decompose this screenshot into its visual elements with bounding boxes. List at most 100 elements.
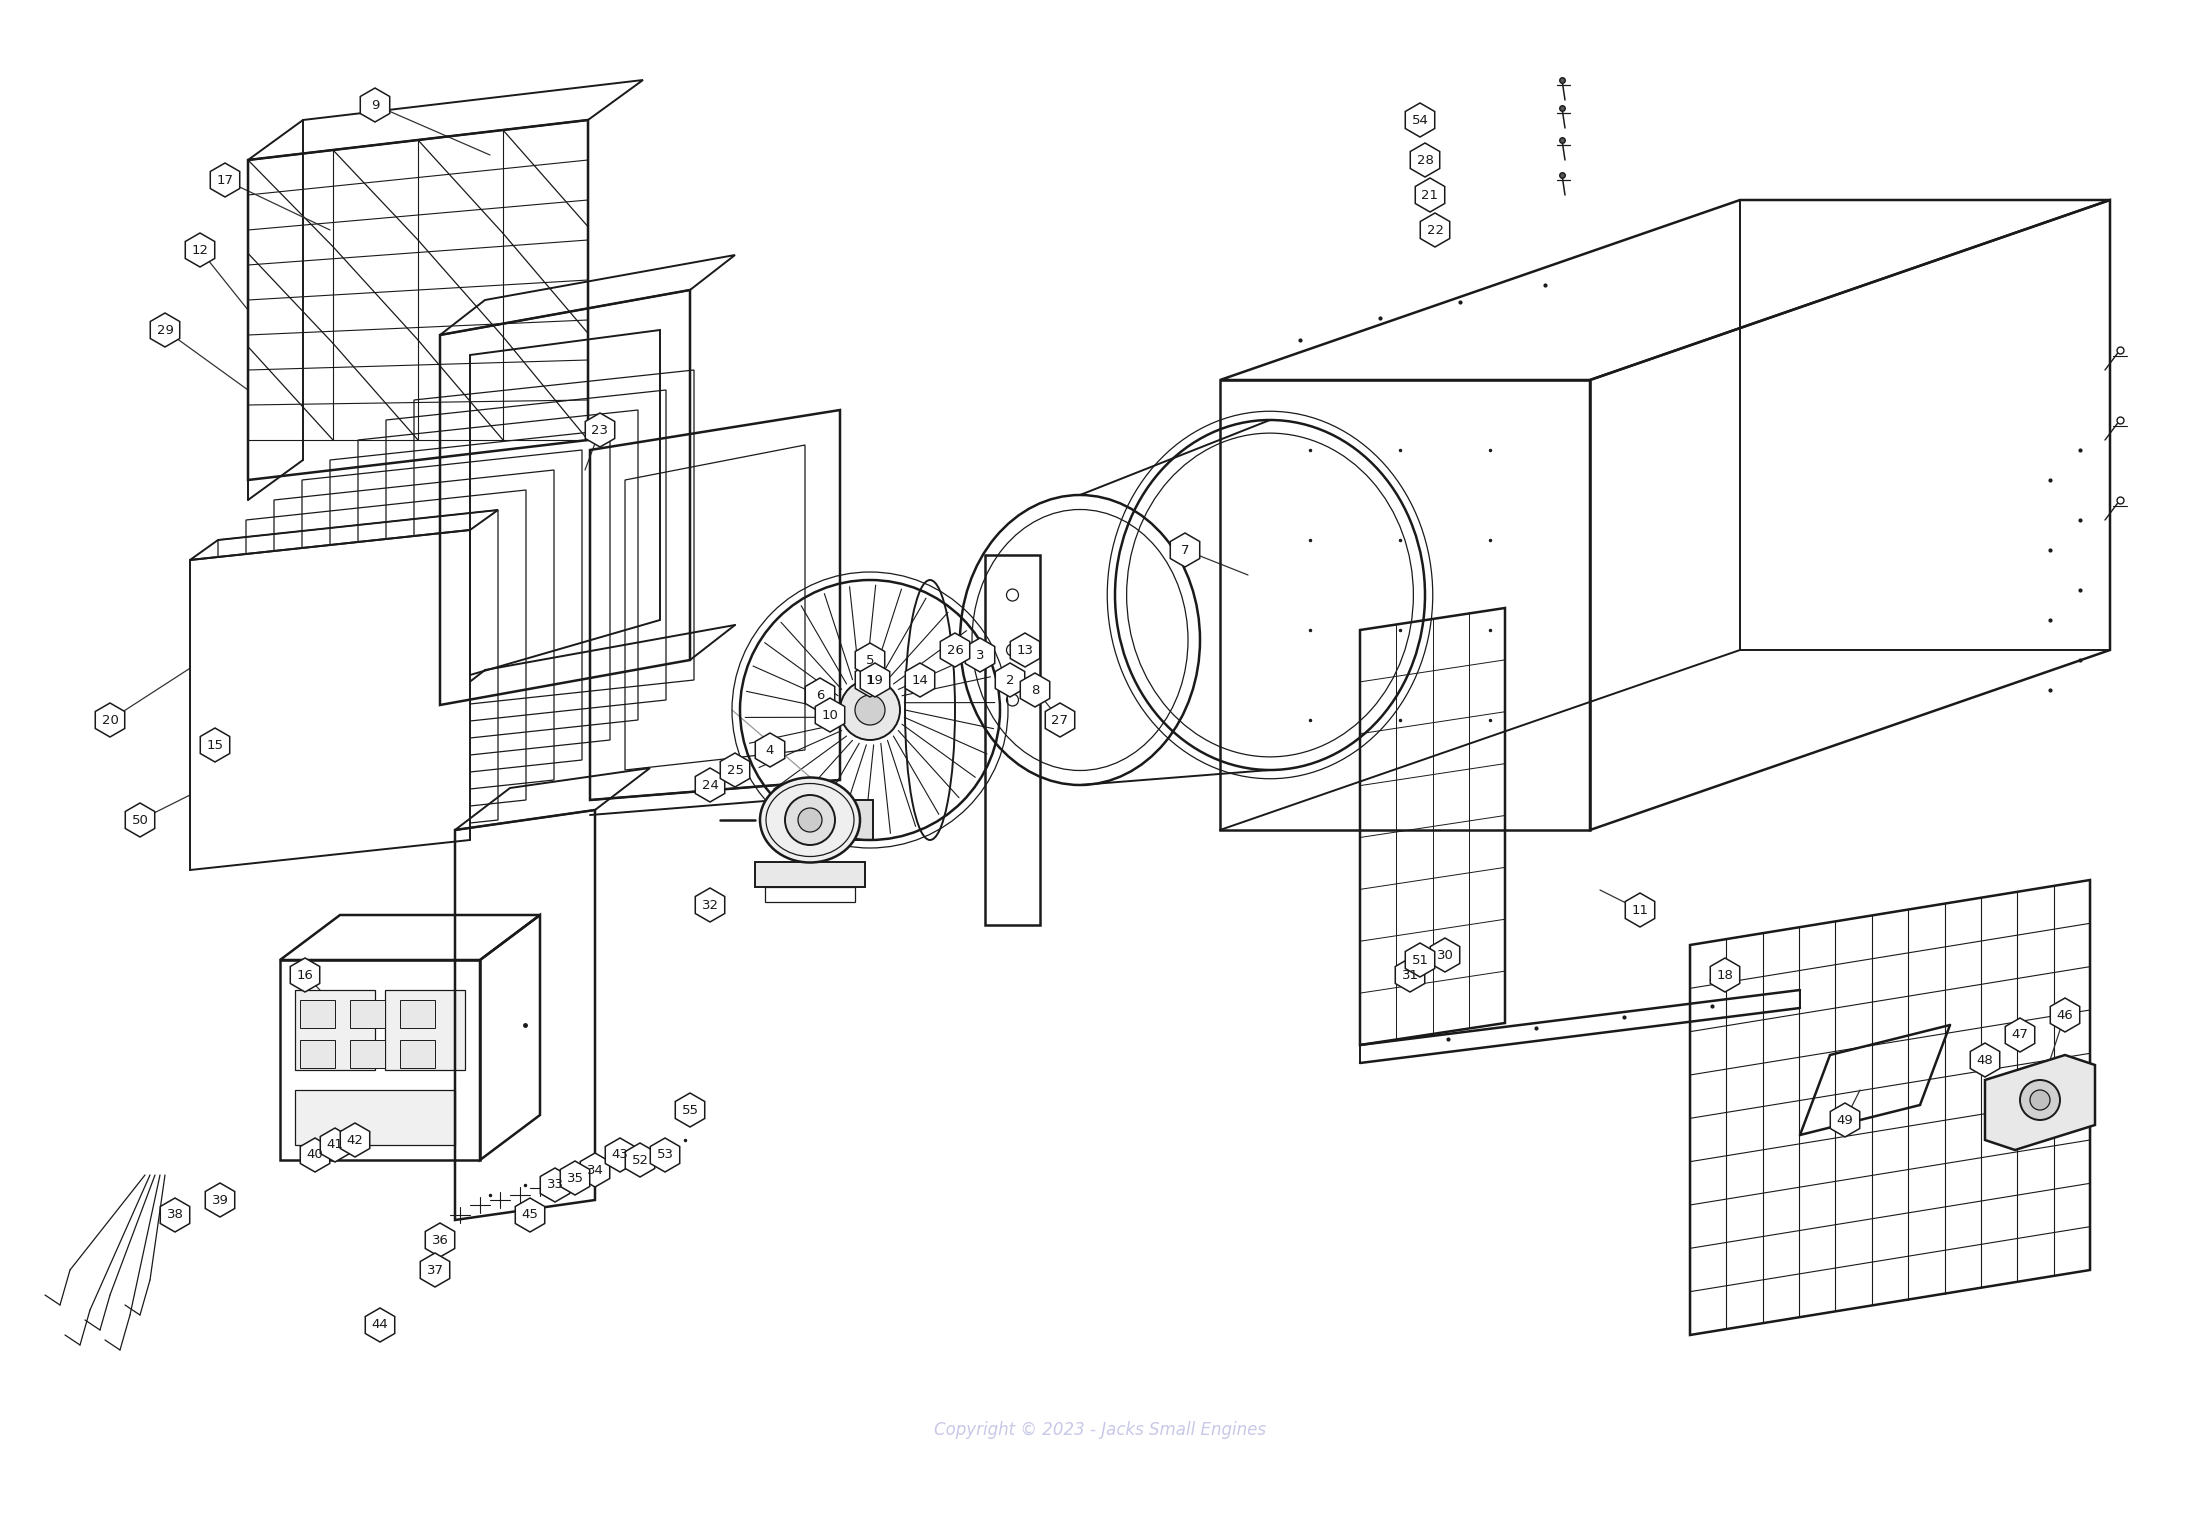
- Text: 20: 20: [101, 713, 119, 727]
- Polygon shape: [856, 643, 884, 677]
- Text: 17: 17: [216, 173, 233, 187]
- Text: 22: 22: [1426, 223, 1443, 237]
- Circle shape: [785, 795, 836, 845]
- Polygon shape: [625, 1142, 656, 1177]
- Polygon shape: [211, 162, 240, 197]
- Polygon shape: [1406, 944, 1434, 977]
- Bar: [385, 991, 464, 1069]
- Bar: [299, 1000, 334, 1029]
- Text: 24: 24: [702, 778, 719, 792]
- Bar: [755, 862, 865, 887]
- Polygon shape: [904, 663, 935, 696]
- Polygon shape: [205, 1183, 235, 1217]
- Text: 19: 19: [867, 674, 884, 687]
- Polygon shape: [125, 802, 154, 837]
- Polygon shape: [1170, 532, 1199, 567]
- Text: 14: 14: [911, 674, 928, 687]
- Polygon shape: [1415, 177, 1445, 212]
- Polygon shape: [290, 959, 319, 992]
- Polygon shape: [95, 702, 125, 737]
- Polygon shape: [341, 1123, 370, 1157]
- Text: 4: 4: [766, 743, 774, 757]
- Polygon shape: [361, 88, 389, 121]
- Text: 52: 52: [631, 1153, 649, 1167]
- Text: Copyright © 2023 - Jacks Small Engines: Copyright © 2023 - Jacks Small Engines: [935, 1421, 1265, 1440]
- Text: 50: 50: [132, 813, 147, 827]
- Polygon shape: [1045, 702, 1076, 737]
- Polygon shape: [860, 663, 889, 696]
- Circle shape: [840, 680, 900, 740]
- Polygon shape: [2004, 1018, 2035, 1051]
- Text: 39: 39: [211, 1194, 229, 1206]
- Text: 44: 44: [372, 1318, 389, 1332]
- Text: 5: 5: [867, 654, 873, 666]
- Text: 15: 15: [207, 739, 224, 751]
- Polygon shape: [966, 639, 994, 672]
- Polygon shape: [1406, 103, 1434, 137]
- Text: 51: 51: [1412, 954, 1428, 966]
- Text: 13: 13: [1016, 643, 1034, 657]
- Polygon shape: [675, 1094, 704, 1127]
- Text: 49: 49: [1837, 1113, 1852, 1127]
- Text: 31: 31: [1401, 968, 1419, 981]
- Polygon shape: [1709, 959, 1740, 992]
- Polygon shape: [1626, 894, 1654, 927]
- Polygon shape: [1421, 212, 1450, 247]
- Polygon shape: [695, 768, 724, 802]
- Polygon shape: [365, 1308, 394, 1343]
- Bar: [400, 1041, 436, 1068]
- Polygon shape: [585, 413, 614, 448]
- Polygon shape: [1021, 674, 1049, 707]
- Polygon shape: [189, 529, 471, 871]
- Text: 53: 53: [656, 1148, 673, 1162]
- Text: 45: 45: [521, 1209, 539, 1221]
- Text: 54: 54: [1412, 114, 1428, 126]
- Text: 10: 10: [821, 708, 838, 722]
- Text: 27: 27: [1052, 713, 1069, 727]
- Bar: [986, 555, 1041, 925]
- Text: 35: 35: [568, 1171, 583, 1185]
- Text: 37: 37: [427, 1264, 444, 1276]
- Text: 3: 3: [977, 648, 983, 661]
- Text: 1: 1: [867, 674, 873, 687]
- Polygon shape: [719, 752, 750, 787]
- Bar: [845, 799, 873, 840]
- Polygon shape: [1830, 1103, 1859, 1138]
- Polygon shape: [581, 1153, 609, 1186]
- Text: 30: 30: [1437, 948, 1454, 962]
- Text: 25: 25: [726, 763, 744, 777]
- Text: 21: 21: [1421, 188, 1439, 202]
- Text: 2: 2: [1005, 674, 1014, 687]
- Polygon shape: [994, 663, 1025, 696]
- Circle shape: [856, 695, 884, 725]
- Polygon shape: [1430, 938, 1461, 972]
- Polygon shape: [185, 234, 216, 267]
- Polygon shape: [651, 1138, 680, 1173]
- Polygon shape: [515, 1198, 546, 1232]
- Ellipse shape: [759, 778, 860, 863]
- Polygon shape: [321, 1129, 350, 1162]
- Polygon shape: [425, 1223, 455, 1258]
- Text: 6: 6: [816, 689, 825, 701]
- Polygon shape: [420, 1253, 449, 1286]
- Text: 48: 48: [1976, 1053, 1993, 1066]
- Polygon shape: [605, 1138, 636, 1173]
- Text: 40: 40: [306, 1148, 323, 1162]
- Polygon shape: [299, 1138, 330, 1173]
- Text: 41: 41: [326, 1138, 343, 1151]
- Polygon shape: [561, 1161, 590, 1195]
- Polygon shape: [695, 887, 724, 922]
- Text: 42: 42: [348, 1133, 363, 1147]
- Polygon shape: [816, 698, 845, 733]
- Text: 7: 7: [1181, 543, 1190, 557]
- Text: 26: 26: [946, 643, 964, 657]
- Polygon shape: [1395, 959, 1426, 992]
- Text: 9: 9: [372, 99, 378, 112]
- Text: 43: 43: [612, 1148, 629, 1162]
- Text: 33: 33: [546, 1179, 563, 1191]
- Text: 32: 32: [702, 898, 719, 912]
- Text: 16: 16: [297, 968, 312, 981]
- Text: 47: 47: [2011, 1029, 2028, 1042]
- Circle shape: [2031, 1091, 2050, 1110]
- Polygon shape: [200, 728, 229, 762]
